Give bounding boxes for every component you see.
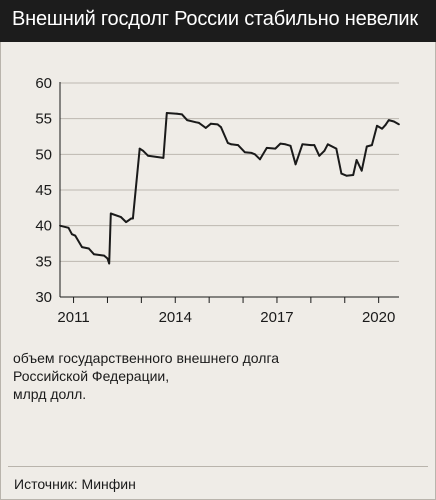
data-point [103, 254, 105, 257]
data-point [220, 126, 222, 129]
x-tick-label: 2020 [362, 309, 395, 326]
data-point [309, 144, 312, 146]
data-point [130, 217, 133, 220]
data-point [289, 144, 292, 147]
y-tick-label: 60 [35, 75, 52, 92]
data-point [59, 224, 61, 227]
data-point [360, 169, 363, 172]
data-point [237, 144, 239, 146]
data-point [301, 143, 304, 146]
data-point [398, 123, 400, 126]
data-point [204, 127, 207, 129]
data-point [340, 172, 343, 175]
data-point [387, 119, 390, 121]
footer-divider [8, 466, 428, 467]
data-point [279, 142, 282, 145]
caption-line: млрд долл. [13, 386, 87, 402]
data-point [381, 127, 383, 130]
x-axis-tick-labels: 2011 2014 2017 2020 [57, 309, 395, 326]
grid-lines [60, 82, 399, 262]
data-point [284, 143, 287, 146]
data-point [165, 112, 168, 114]
data-point [131, 217, 134, 220]
data-point [313, 144, 316, 146]
data-point [109, 212, 112, 215]
series-line-external-debt [59, 112, 400, 265]
x-tick-label: 2011 [57, 309, 89, 326]
data-point [125, 221, 128, 224]
y-tick-label: 35 [35, 253, 52, 270]
data-points [59, 112, 400, 265]
data-point [176, 112, 178, 115]
data-point [162, 157, 165, 159]
line-chart: 30 35 40 45 50 55 60 2011 2014 2017 2020 [35, 75, 400, 326]
data-point [147, 154, 150, 157]
y-tick-label: 50 [35, 146, 52, 163]
data-point [108, 262, 111, 265]
data-point [106, 257, 109, 260]
caption-line: Российской Федерации, [13, 368, 170, 384]
data-point [318, 154, 321, 157]
data-point [259, 158, 261, 161]
chart-title: Внешний госдолг России стабильно невелик [12, 8, 418, 30]
data-point [70, 233, 73, 236]
data-point [365, 145, 368, 148]
data-point [67, 226, 70, 229]
data-point [120, 216, 122, 219]
chart-caption: объем государственного внешнего долга Ро… [13, 349, 313, 403]
data-point [243, 151, 246, 154]
data-point [254, 153, 256, 156]
data-point [81, 246, 83, 248]
data-point [294, 163, 297, 166]
data-point [384, 124, 387, 126]
data-point [226, 142, 229, 144]
data-point [194, 121, 197, 124]
y-tick-label: 45 [35, 182, 52, 199]
data-point [216, 123, 219, 126]
data-point [393, 120, 395, 123]
y-tick-label: 55 [35, 111, 52, 128]
y-axis-tick-labels: 30 35 40 45 50 55 60 [35, 75, 52, 306]
data-point [323, 149, 326, 152]
data-point [93, 253, 95, 256]
data-point [326, 143, 329, 146]
data-point [186, 119, 189, 121]
data-point [74, 234, 77, 237]
data-point [198, 122, 200, 124]
data-point [250, 152, 253, 154]
data-point [274, 147, 277, 150]
y-tick-label: 40 [35, 218, 52, 235]
data-point [370, 144, 373, 146]
axes [59, 82, 399, 303]
data-point [352, 174, 355, 176]
data-point [142, 149, 144, 152]
y-tick-label: 30 [35, 289, 52, 306]
caption-line: объем государственного внешнего долга [13, 350, 280, 366]
data-point [87, 247, 90, 250]
data-point [335, 147, 338, 150]
data-point [355, 159, 358, 161]
data-point [138, 147, 141, 150]
data-point [209, 122, 212, 125]
x-tick-label: 2017 [260, 309, 293, 326]
title-bar: Внешний госдолг России стабильно невелик [0, 0, 436, 42]
data-point [230, 143, 233, 146]
x-tick-label: 2014 [159, 309, 192, 326]
data-point [376, 124, 378, 127]
data-point [265, 147, 268, 149]
data-point [345, 174, 348, 177]
source-note: Источник: Минфин [14, 476, 136, 492]
data-point [181, 113, 183, 116]
